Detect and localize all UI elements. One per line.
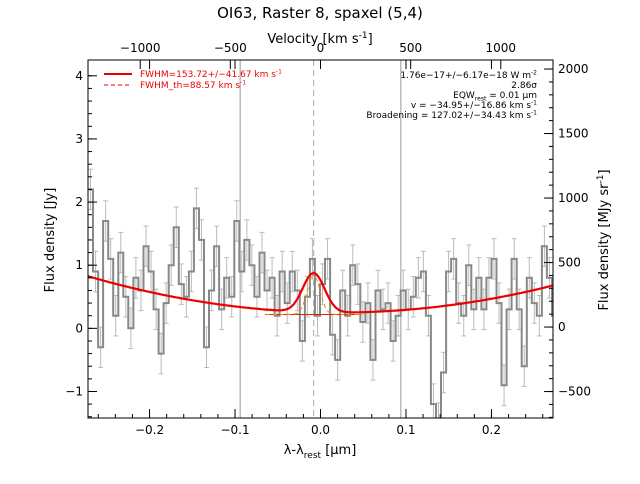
y-axis-label: Flux density [Jy]	[43, 188, 58, 293]
plot-area	[88, 60, 553, 418]
annotation-text: Broadening = 127.02+/−34.43 km s-1	[366, 109, 537, 121]
x-axis-label: λ-λrest [μm]	[284, 443, 357, 461]
y2-tick-label: 1500	[558, 127, 589, 141]
clip-group	[88, 60, 553, 418]
legend-label: FWHM=153.72+/−41.67 km s-1	[140, 68, 282, 80]
chart-title: OI63, Raster 8, spaxel (5,4)	[217, 4, 423, 22]
y2-tick-label: −500	[558, 385, 591, 399]
x2-axis-label: Velocity [km s-1]	[267, 31, 372, 47]
y-tick-label: 0	[75, 321, 83, 335]
annotation-text: 1.76e−17+/−6.17e−18 W m-2	[400, 69, 537, 81]
x2-tick-label: 0	[317, 41, 325, 55]
y2-tick-label: 500	[558, 256, 581, 270]
y2-tick-label: 0	[558, 320, 566, 334]
data-steps	[88, 188, 553, 418]
y-tick-label: 1	[75, 258, 83, 272]
thermal-profile	[265, 274, 363, 315]
fit-line	[88, 271, 553, 314]
axes	[87, 59, 554, 419]
text-layer: −0.2 −0.1 0.0 0.1 0.2 −1000 −500 0 500 1000 −1 0 1 2 3…	[43, 4, 612, 461]
y-tick-label: 2	[75, 195, 83, 209]
x-tick-label: 0.1	[396, 423, 415, 437]
x-tick-label: 0.2	[482, 423, 501, 437]
x2-tick-label: 500	[399, 41, 422, 55]
annotation-text: 2.86σ	[511, 81, 537, 91]
y-tick-label: 3	[75, 132, 83, 146]
y2-tick-label: 2000	[558, 62, 589, 76]
x-tick-label: −0.2	[135, 423, 164, 437]
x2-tick-label: −1000	[120, 41, 161, 55]
y-tick-label: 4	[75, 69, 83, 83]
x2-tick-label: 1000	[485, 41, 516, 55]
y2-tick-label: 1000	[558, 191, 589, 205]
y-tick-label: −1	[65, 384, 83, 398]
annotation-text: v = −34.95+/−16.86 km s-1	[411, 99, 537, 111]
annotation-text: EQWrest = 0.01 μm	[453, 91, 537, 103]
y2-axis-label: Flux density [MJy sr-1]	[596, 169, 612, 310]
x-tick-label: 0.0	[311, 423, 330, 437]
x2-tick-label: −500	[214, 41, 247, 55]
legend-label: FWHM_th=88.57 km s-1	[140, 79, 246, 91]
x-tick-label: −0.1	[220, 423, 249, 437]
